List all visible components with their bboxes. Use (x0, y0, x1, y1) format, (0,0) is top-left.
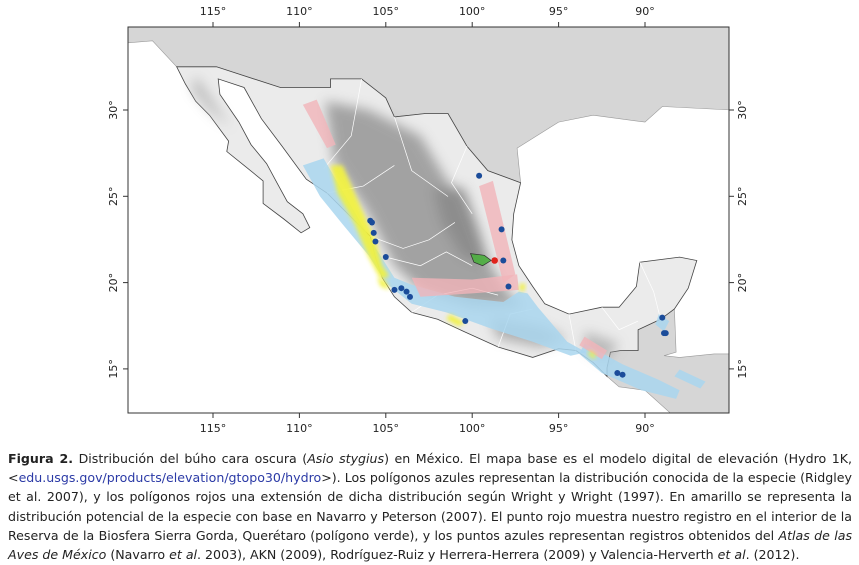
longitude-label-top: 110° (286, 5, 313, 18)
longitude-label-top: 100° (459, 5, 486, 18)
latitude-label-left: 15° (107, 359, 120, 379)
extended-distribution (579, 336, 607, 360)
bird-record (659, 314, 666, 321)
caption-et-al: et al (169, 547, 198, 563)
longitude-label-bottom: 100° (459, 422, 486, 435)
bird-record (500, 257, 507, 264)
caption-species: Asio stygius (307, 451, 385, 466)
figure-caption: Figura 2. Distribución del búho cara osc… (8, 449, 852, 564)
known-distribution (302, 158, 587, 356)
latitude-label-left: 30° (107, 100, 120, 120)
longitude-label-top: 105° (373, 5, 400, 18)
bird-record (403, 288, 410, 295)
longitude-label-top: 95° (549, 5, 569, 18)
state-border (323, 78, 362, 170)
map-body (128, 27, 729, 413)
potential-distribution (330, 165, 390, 280)
bird-record (619, 371, 626, 378)
state-border (568, 314, 577, 351)
distribution-layers (302, 99, 706, 399)
bird-record (382, 254, 389, 261)
longitude-label-bottom: 115° (200, 422, 227, 435)
longitude-label-bottom: 105° (373, 422, 400, 435)
bird-record (370, 229, 377, 236)
potential-distribution (377, 277, 390, 290)
new-record (491, 257, 498, 264)
potential-distribution (588, 350, 597, 360)
bird-record (505, 283, 512, 290)
latitude-label-left: 25° (107, 187, 120, 207)
bird-record (614, 369, 621, 376)
known-distribution (579, 343, 680, 399)
caption-et-al: et al (717, 547, 746, 563)
longitude-label-bottom: 90° (635, 422, 655, 435)
known-distribution (655, 314, 670, 332)
state-border (370, 222, 456, 249)
latitude-label-right: 25° (736, 187, 749, 207)
elevation-high (584, 331, 620, 363)
caption-text: ) en México. El mapa base es el modelo d… (8, 451, 852, 486)
bird-record (372, 238, 379, 245)
potential-distribution (518, 283, 526, 292)
state-border (451, 146, 473, 214)
extended-distribution (479, 180, 516, 283)
longitude-label-bottom: 95° (549, 422, 569, 435)
caption-label: Figura 2. (8, 451, 74, 466)
potential-distribution (446, 314, 466, 327)
caption-text: Distribución del búho cara oscura ( (73, 451, 308, 466)
longitude-label-top: 90° (635, 5, 655, 18)
latitude-label-right: 20° (736, 273, 749, 293)
bird-record (476, 172, 483, 179)
bird-record (391, 286, 398, 293)
map: 115° 115° 110° 110° 105° 105° 100° 100° 95° 95° 90… (107, 5, 749, 435)
state-border (601, 306, 639, 331)
latitude-label-right: 15° (736, 359, 749, 379)
map-frame (127, 26, 730, 414)
caption-text: (Navarro (106, 547, 170, 563)
bird-record (662, 330, 669, 337)
state-border (385, 251, 473, 267)
sierra-gorda-polygon (469, 253, 492, 267)
extended-distribution (302, 99, 336, 149)
bird-record (498, 226, 505, 233)
elevation-high (432, 187, 490, 266)
bird-record (406, 293, 413, 300)
longitude-label-top: 115° (200, 5, 227, 18)
bird-record (398, 285, 405, 292)
elevation-high (192, 75, 231, 128)
longitude-label-bottom: 110° (286, 422, 313, 435)
bird-record (368, 219, 375, 226)
caption-text: . (2012). (745, 547, 800, 563)
bird-record (462, 318, 469, 325)
state-border (394, 116, 449, 197)
caption-text: . 2003), AKN (2009), Rodríguez-Ruiz y He… (197, 547, 718, 563)
latitude-label-right: 30° (736, 100, 749, 120)
known-distribution (674, 369, 706, 389)
state-border (639, 262, 661, 320)
extended-distribution (411, 274, 519, 297)
caption-text: >). Los polígonos azules representan la … (8, 470, 852, 543)
caption-atlas: Atlas de las Aves de México (8, 527, 853, 563)
caption-link: edu.usgs.gov/products/elevation/gtopo30/… (18, 470, 322, 486)
latitude-label-left: 20° (107, 273, 120, 293)
